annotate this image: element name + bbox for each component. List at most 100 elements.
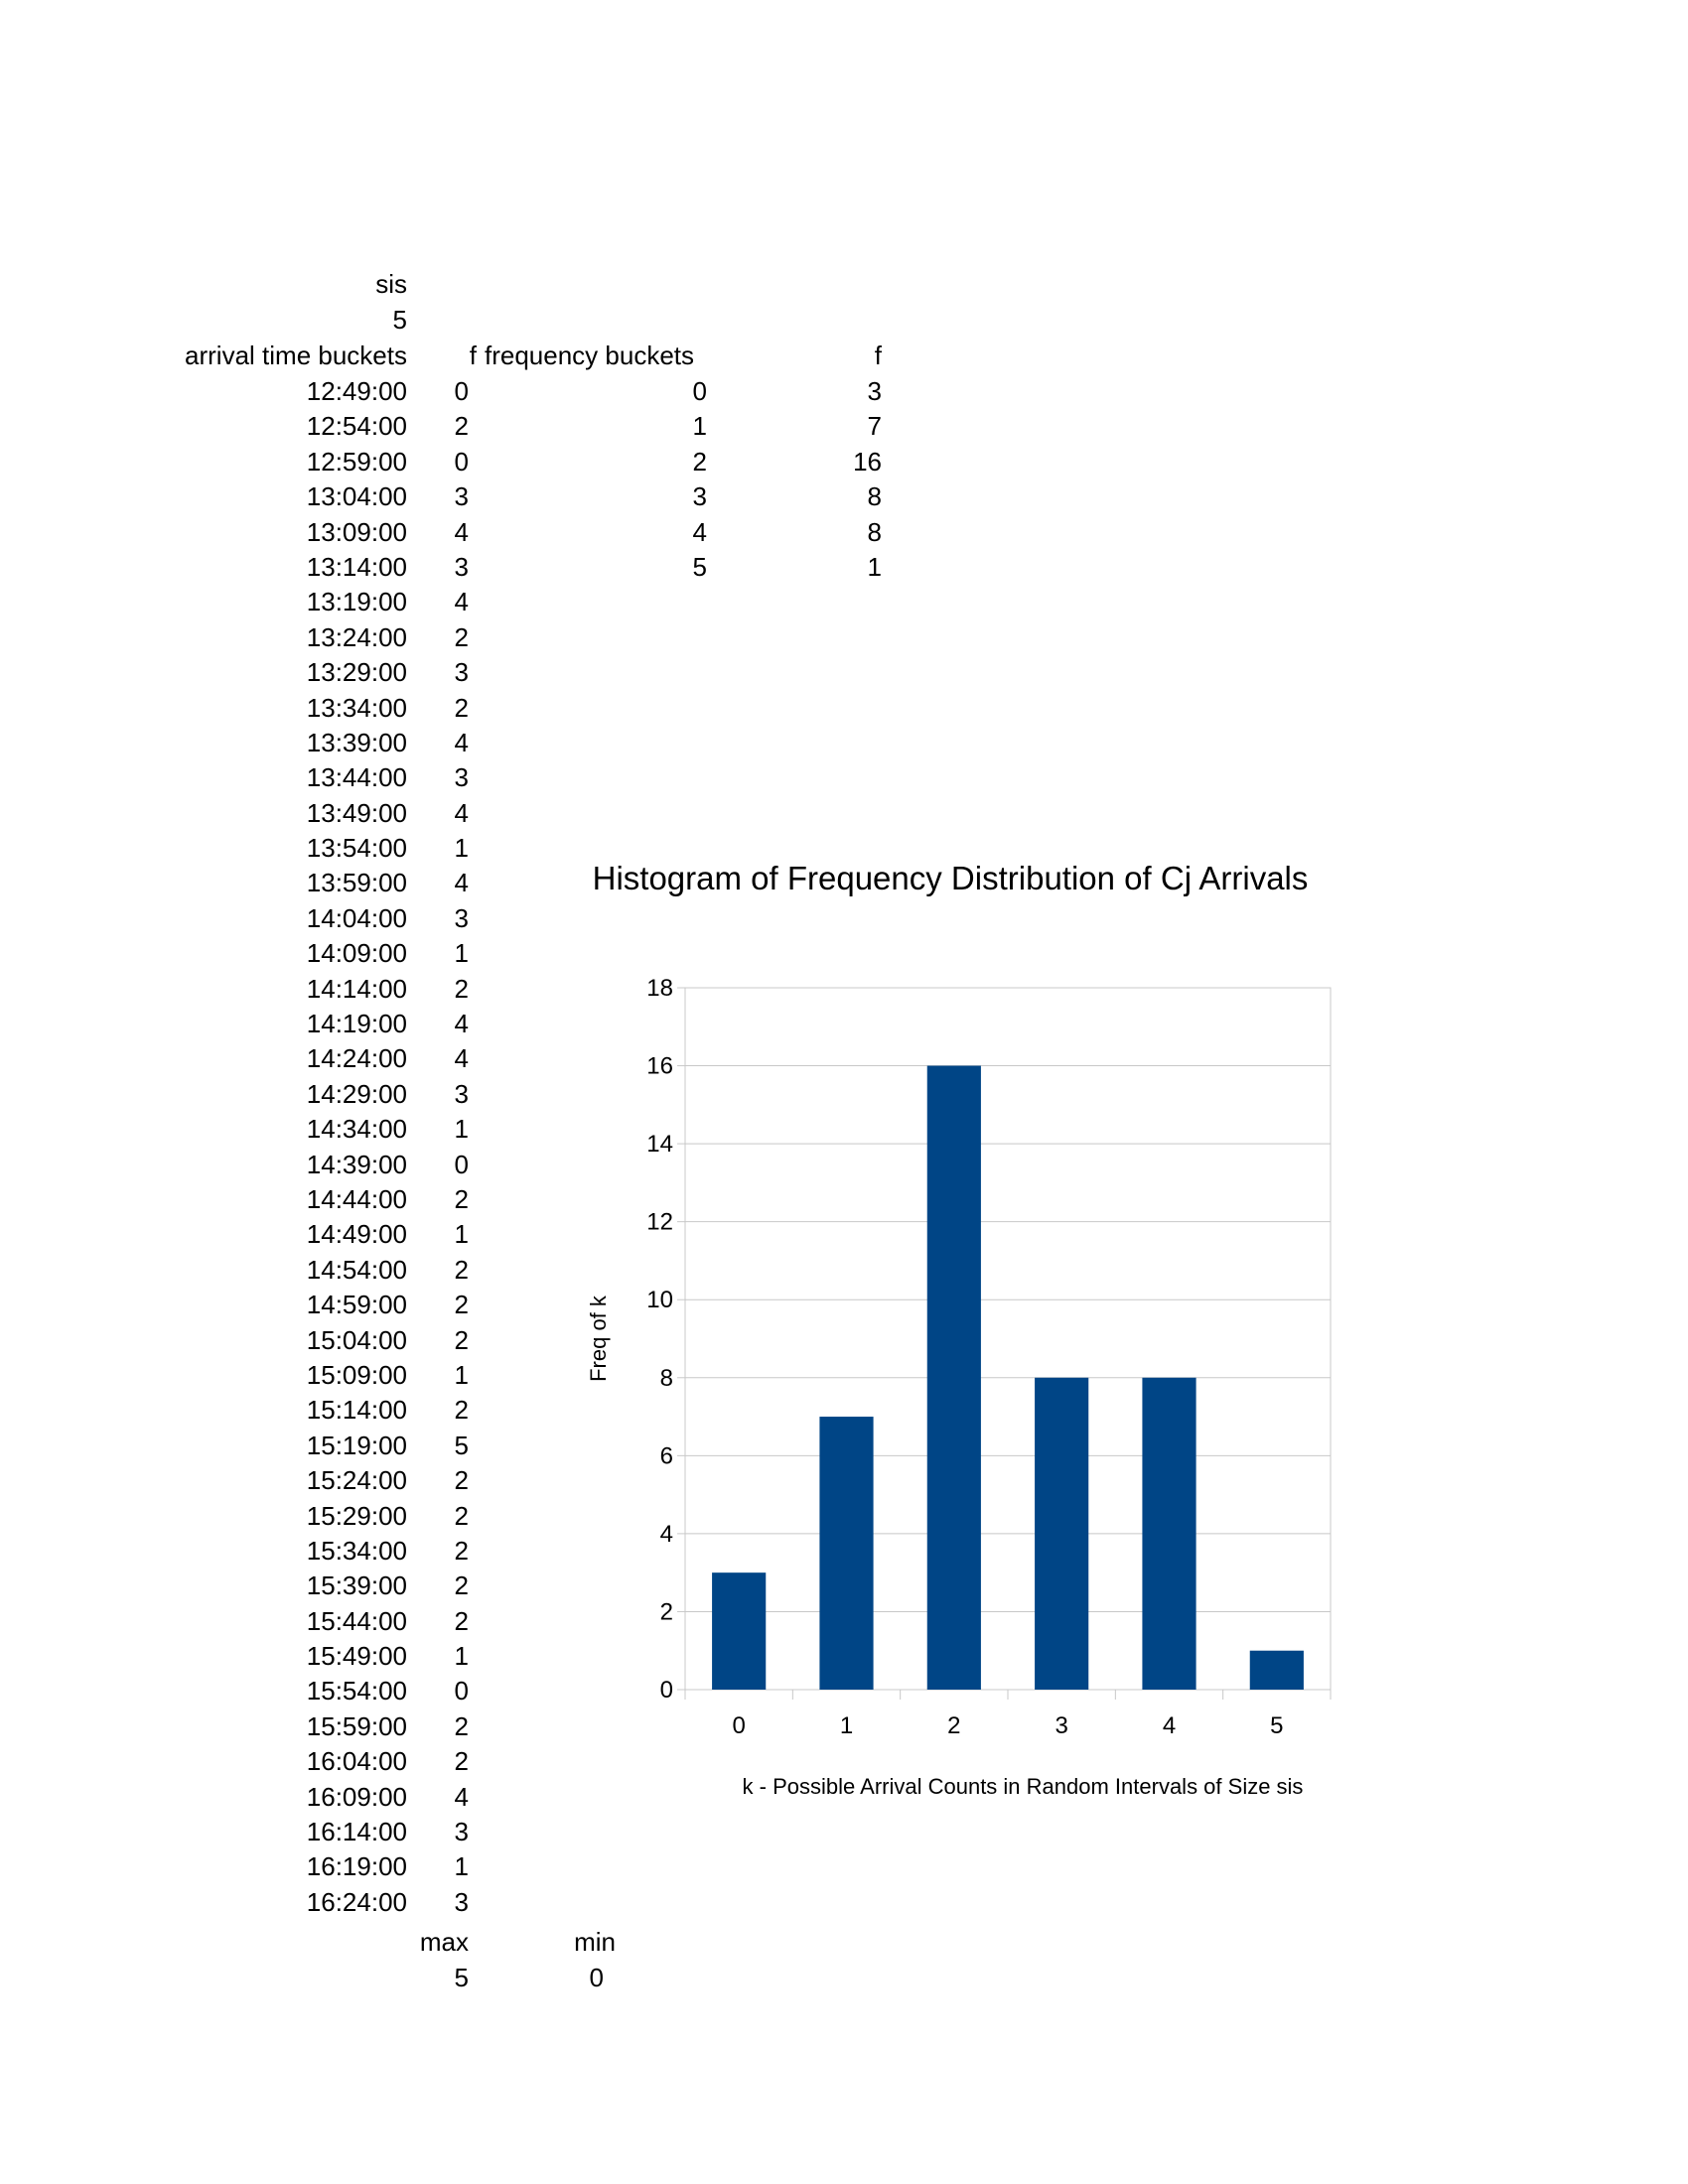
table-row: 14:04:00 3 [0, 900, 993, 935]
table-row: 12:59:00 0 2 16 [0, 444, 993, 478]
frequency-count-cell: 8 [867, 481, 882, 512]
freq-column-header: f [874, 341, 882, 370]
arrival-count-cell: 2 [454, 1254, 469, 1285]
sis-label: sis [375, 269, 407, 299]
table-row: 16:09:00 4 [0, 1779, 993, 1814]
table-row: 13:24:00 2 [0, 619, 993, 654]
y-tick-label: 10 [646, 1287, 673, 1313]
arrival-time-cell: 15:09:00 [306, 1359, 407, 1390]
arrival-count-cell: 1 [454, 1641, 469, 1672]
table-row: 15:14:00 2 [0, 1392, 993, 1427]
arrival-count-cell: 2 [454, 1535, 469, 1566]
arrival-time-cell: 13:54:00 [306, 833, 407, 864]
min-value: 0 [589, 1963, 604, 1992]
arrival-time-cell: 12:54:00 [306, 411, 407, 442]
y-tick-label: 14 [646, 1131, 673, 1158]
frequency-bucket-cell: 0 [692, 376, 707, 406]
arrival-count-cell: 3 [454, 902, 469, 933]
arrival-count-cell: 3 [454, 657, 469, 688]
frequency-count-cell: 8 [867, 516, 882, 547]
arrival-time-cell: 13:04:00 [306, 481, 407, 512]
table-row: 15:54:00 0 [0, 1673, 993, 1707]
x-tick-label: 5 [1270, 1712, 1283, 1739]
arrival-count-cell: 4 [454, 1009, 469, 1039]
arrival-time-cell: 14:14:00 [306, 973, 407, 1004]
max-value: 5 [454, 1963, 469, 1992]
arrival-count-cell: 2 [454, 692, 469, 723]
bar-k-5 [1249, 1650, 1304, 1690]
table-row: 15:39:00 2 [0, 1568, 993, 1602]
y-tick-label: 0 [660, 1677, 673, 1704]
arrival-time-cell: 13:59:00 [306, 868, 407, 898]
frequency-count-cell: 7 [867, 411, 882, 442]
arrival-count-cell: 0 [454, 446, 469, 477]
y-tick-label: 2 [660, 1598, 673, 1625]
arrival-count-cell: 2 [454, 973, 469, 1004]
table-row: 15:04:00 2 [0, 1322, 993, 1357]
arrival-time-cell: 13:19:00 [306, 587, 407, 617]
arrival-time-cell: 13:34:00 [306, 692, 407, 723]
arrival-time-cell: 14:04:00 [306, 902, 407, 933]
plot-frame [684, 987, 1332, 1691]
table-row: 15:29:00 2 [0, 1498, 993, 1533]
bar-k-1 [819, 1417, 874, 1690]
arrival-time-cell: 16:04:00 [306, 1746, 407, 1777]
table-row: 12:49:00 0 0 3 [0, 373, 993, 408]
table-row: 13:49:00 4 [0, 795, 993, 830]
table-row: 13:19:00 4 [0, 584, 993, 618]
arrival-count-cell: 4 [454, 587, 469, 617]
arrival-time-cell: 13:09:00 [306, 516, 407, 547]
arrival-time-cell: 12:49:00 [306, 376, 407, 406]
table-row: 15:59:00 2 [0, 1708, 993, 1743]
arrival-time-cell: 14:29:00 [306, 1078, 407, 1109]
table-row: 13:59:00 4 [0, 865, 993, 899]
arrival-count-cell: 3 [454, 1886, 469, 1917]
table-row: 14:44:00 2 [0, 1181, 993, 1216]
arrival-time-cell: 12:59:00 [306, 446, 407, 477]
table-row: 13:54:00 1 [0, 830, 993, 865]
arrival-time-cell: 14:34:00 [306, 1114, 407, 1145]
y-tick-label: 16 [646, 1053, 673, 1080]
max-label: max [419, 1927, 469, 1957]
arrival-time-cell: 13:39:00 [306, 727, 407, 757]
table-row: 14:19:00 4 [0, 1006, 993, 1040]
min-label: min [574, 1927, 616, 1957]
frequency-count-cell: 3 [867, 376, 882, 406]
arrival-count-cell: 1 [454, 1359, 469, 1390]
arrival-count-cell: 1 [454, 938, 469, 969]
arrival-count-cell: 3 [454, 551, 469, 582]
y-axis-label: Freq of k [586, 1295, 611, 1382]
frequency-bucket-cell: 3 [692, 481, 707, 512]
table-row: 14:39:00 0 [0, 1147, 993, 1181]
arrival-time-cell: 15:34:00 [306, 1535, 407, 1566]
frequency-buckets-header: frequency buckets [485, 341, 695, 370]
frequency-bucket-cell: 2 [692, 446, 707, 477]
bar-k-0 [712, 1572, 767, 1690]
bar-k-4 [1142, 1377, 1196, 1690]
frequency-count-cell: 16 [853, 446, 882, 477]
arrival-time-cell: 14:24:00 [306, 1043, 407, 1074]
arrival-time-cell: 15:19:00 [306, 1430, 407, 1460]
table-row: 14:24:00 4 [0, 1040, 993, 1075]
arrival-time-cell: 15:29:00 [306, 1500, 407, 1531]
arrival-time-cell: 16:24:00 [306, 1886, 407, 1917]
table-row: 15:44:00 2 [0, 1603, 993, 1638]
table-row: 14:09:00 1 [0, 935, 993, 970]
y-tick-label: 18 [646, 975, 673, 1002]
histogram-chart: Histogram of Frequency Distribution of C… [556, 854, 1350, 1817]
arrival-count-cell: 4 [454, 727, 469, 757]
table-row: 14:59:00 2 [0, 1287, 993, 1321]
arrival-time-buckets-header: arrival time buckets [185, 341, 407, 370]
table-row: 15:19:00 5 [0, 1428, 993, 1462]
chart-title: Histogram of Frequency Distribution of C… [593, 860, 1309, 896]
table-row: 14:29:00 3 [0, 1076, 993, 1111]
table-row: 13:29:00 3 [0, 654, 993, 689]
frequency-bucket-cell: 1 [692, 411, 707, 442]
table-row: 13:39:00 4 [0, 725, 993, 759]
arrival-count-cell: 2 [454, 1183, 469, 1214]
table-row: 13:09:00 4 4 8 [0, 514, 993, 549]
arrival-time-cell: 14:54:00 [306, 1254, 407, 1285]
y-tick-label: 4 [660, 1521, 673, 1548]
arrival-count-cell: 1 [454, 1114, 469, 1145]
table-row: 16:14:00 3 [0, 1814, 993, 1848]
